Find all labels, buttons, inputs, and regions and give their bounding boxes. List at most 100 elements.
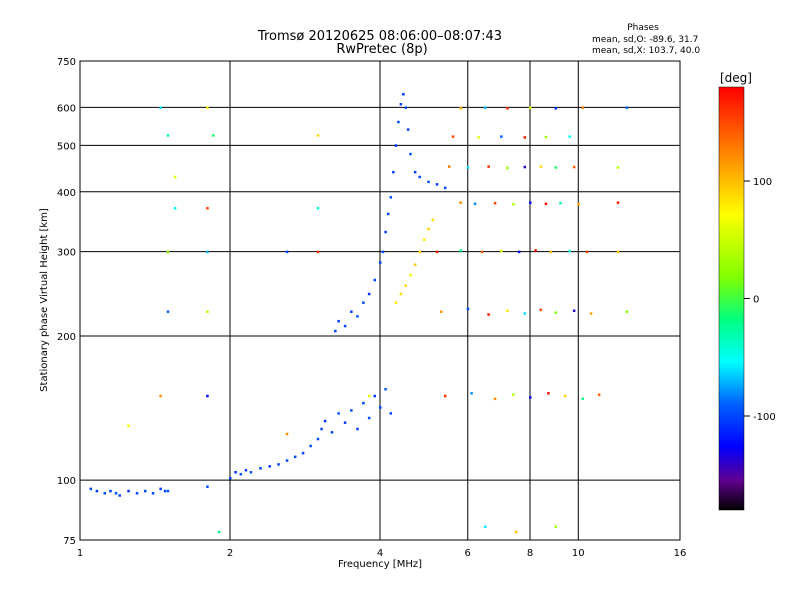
y-tick-label: 300 bbox=[57, 248, 76, 259]
data-point bbox=[616, 201, 620, 204]
data-point bbox=[367, 292, 371, 296]
x-tick-label: 4 bbox=[377, 548, 383, 559]
stats-heading: Phases bbox=[627, 23, 659, 33]
data-point bbox=[459, 249, 462, 252]
data-point bbox=[334, 329, 337, 333]
data-point bbox=[229, 477, 232, 480]
x-tick-label: 8 bbox=[527, 548, 533, 559]
data-point bbox=[362, 301, 365, 304]
data-point bbox=[367, 394, 371, 398]
colorbar-label: [deg] bbox=[720, 71, 752, 85]
data-point bbox=[418, 175, 421, 179]
data-point bbox=[568, 249, 571, 253]
data-point bbox=[539, 308, 543, 312]
data-point bbox=[301, 451, 305, 455]
data-point bbox=[506, 166, 509, 170]
data-point bbox=[529, 396, 532, 399]
data-point bbox=[206, 394, 209, 398]
data-point bbox=[206, 206, 209, 210]
data-point bbox=[309, 444, 312, 448]
data-point bbox=[373, 278, 377, 282]
data-point bbox=[439, 310, 443, 313]
data-point bbox=[384, 387, 387, 391]
data-point bbox=[399, 292, 403, 296]
data-point bbox=[173, 206, 177, 210]
data-point bbox=[427, 227, 430, 231]
data-point bbox=[544, 135, 548, 139]
data-point bbox=[212, 134, 215, 137]
x-tick-label: 6 bbox=[465, 548, 471, 559]
data-point bbox=[118, 494, 121, 497]
data-point bbox=[589, 312, 593, 315]
data-point bbox=[399, 102, 403, 106]
data-point bbox=[367, 416, 371, 420]
data-point bbox=[443, 186, 447, 190]
data-point bbox=[539, 165, 543, 168]
colorbar-ticks: 100 0 -100 bbox=[744, 177, 776, 423]
data-point bbox=[443, 394, 447, 398]
data-point bbox=[529, 106, 532, 109]
data-point bbox=[459, 107, 462, 110]
data-point bbox=[597, 393, 601, 396]
data-point bbox=[487, 313, 490, 316]
data-point bbox=[285, 250, 289, 254]
data-point bbox=[554, 166, 557, 169]
data-point bbox=[577, 203, 580, 206]
x-tick-label: 1 bbox=[77, 548, 83, 559]
data-point bbox=[166, 250, 170, 254]
data-point bbox=[285, 432, 289, 436]
colorbar-tick-label: -100 bbox=[753, 412, 776, 423]
data-point bbox=[337, 412, 340, 415]
data-point bbox=[135, 492, 139, 495]
data-point bbox=[413, 170, 417, 174]
data-point bbox=[409, 152, 412, 156]
data-point bbox=[406, 128, 410, 131]
y-axis-label: Stationary phase Virtual Height [km] bbox=[39, 208, 50, 392]
data-point bbox=[616, 250, 620, 254]
data-point bbox=[316, 437, 320, 441]
data-point bbox=[544, 202, 548, 206]
data-point bbox=[572, 165, 576, 169]
x-tick-label: 10 bbox=[572, 548, 585, 559]
data-point bbox=[350, 409, 353, 412]
data-point bbox=[534, 249, 537, 252]
data-point bbox=[159, 394, 162, 398]
chart-title: Tromsø 20120625 08:06:00–08:07:43 bbox=[257, 29, 502, 44]
data-point bbox=[459, 201, 462, 204]
data-point bbox=[316, 134, 320, 137]
data-point bbox=[362, 401, 365, 405]
data-point bbox=[515, 530, 518, 534]
data-point bbox=[523, 165, 527, 169]
data-point bbox=[239, 473, 243, 476]
data-point bbox=[616, 166, 620, 169]
data-point bbox=[217, 530, 221, 534]
data-point bbox=[559, 201, 562, 205]
data-point bbox=[500, 135, 503, 138]
data-point bbox=[373, 394, 377, 398]
data-point bbox=[625, 310, 629, 313]
data-point bbox=[316, 250, 320, 254]
data-point bbox=[330, 431, 334, 434]
data-point bbox=[451, 135, 455, 138]
data-point bbox=[493, 201, 497, 205]
data-point bbox=[523, 136, 527, 139]
data-point bbox=[431, 218, 435, 222]
data-points bbox=[89, 92, 629, 534]
data-point bbox=[381, 250, 385, 254]
y-tick-label: 400 bbox=[57, 188, 76, 199]
x-tick-label: 16 bbox=[674, 548, 687, 559]
data-point bbox=[350, 310, 353, 313]
data-point bbox=[500, 249, 503, 253]
data-point bbox=[127, 489, 130, 493]
data-point bbox=[379, 406, 382, 409]
data-point bbox=[581, 106, 585, 109]
data-point bbox=[484, 525, 487, 529]
x-axis-ticks: 1 2 4 6 8 10 16 bbox=[77, 548, 687, 559]
data-point bbox=[572, 309, 576, 313]
data-point bbox=[473, 202, 477, 206]
data-point bbox=[512, 203, 515, 206]
x-axis-label: Frequency [MHz] bbox=[338, 559, 422, 570]
data-point bbox=[268, 465, 271, 468]
data-point bbox=[89, 487, 93, 491]
colorbar bbox=[718, 86, 745, 511]
